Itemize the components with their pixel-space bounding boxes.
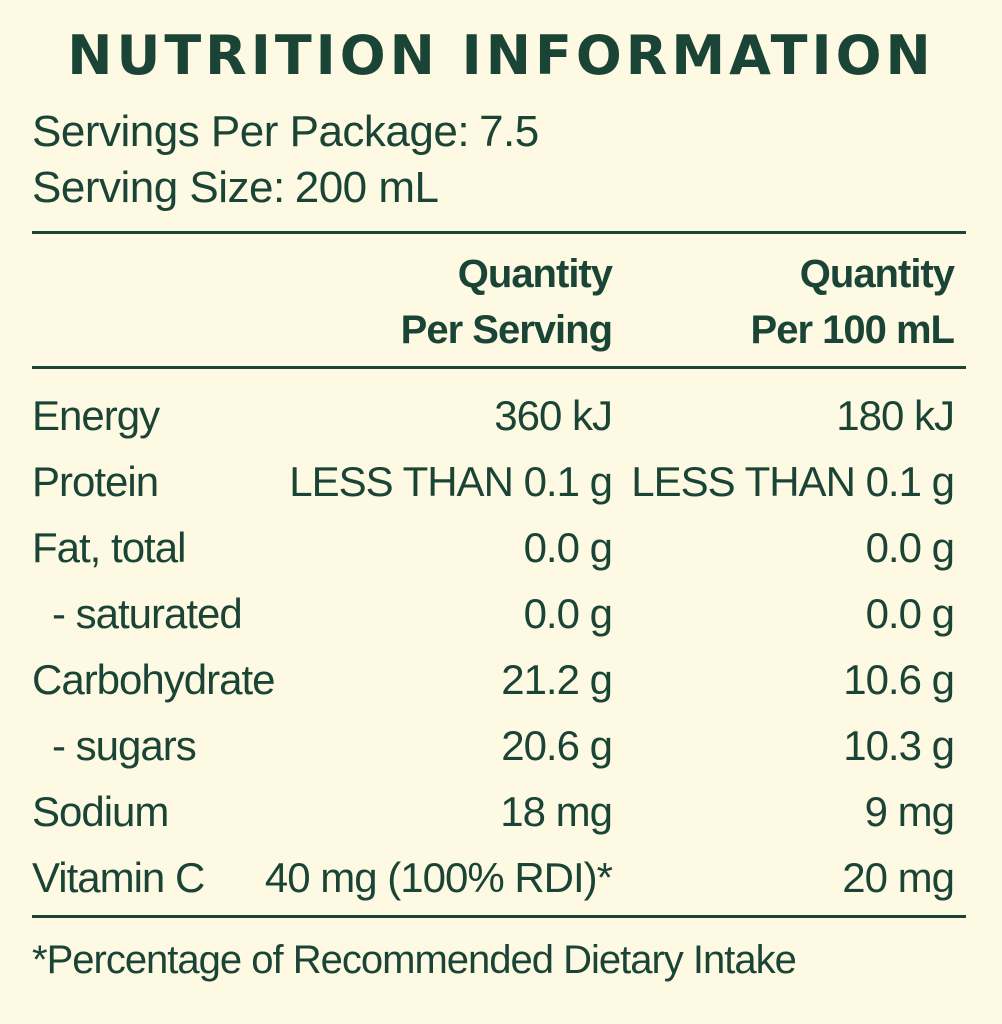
servings-per-package-value: 7.5 bbox=[479, 107, 539, 156]
per-100ml-value: 10.3 g bbox=[843, 722, 955, 769]
per-100ml-value: 0.0 g bbox=[865, 590, 955, 637]
per-serving-value: 0.0 g bbox=[523, 590, 613, 637]
servings-per-package-label: Servings Per Package: bbox=[32, 107, 470, 156]
nutrient-name: - sugars bbox=[52, 722, 197, 769]
per-serving-value: LESS THAN 0.1 g bbox=[289, 458, 613, 505]
column-header-per-serving-line2: Per Serving bbox=[400, 308, 613, 352]
nutrient-table: Energy 360 kJ 180 kJ Protein LESS THAN 0… bbox=[32, 383, 955, 911]
table-row-sugars: - sugars 20.6 g 10.3 g bbox=[32, 713, 955, 779]
footnote: *Percentage of Recommended Dietary Intak… bbox=[32, 938, 797, 982]
column-header-per-100ml-line2: Per 100 mL bbox=[750, 308, 955, 352]
serving-size-value: 200 mL bbox=[294, 163, 439, 212]
table-row-carbohydrate: Carbohydrate 21.2 g 10.6 g bbox=[32, 647, 955, 713]
per-serving-value: 21.2 g bbox=[501, 656, 613, 703]
serving-size-label: Serving Size: bbox=[32, 163, 285, 212]
per-serving-value: 360 kJ bbox=[494, 392, 613, 439]
bottom-divider bbox=[32, 915, 966, 918]
table-row-sodium: Sodium 18 mg 9 mg bbox=[32, 779, 955, 845]
per-100ml-value: 9 mg bbox=[864, 788, 955, 835]
table-row-fat-total: Fat, total 0.0 g 0.0 g bbox=[32, 515, 955, 581]
nutrient-name: Carbohydrate bbox=[32, 656, 275, 703]
table-row-protein: Protein LESS THAN 0.1 g LESS THAN 0.1 g bbox=[32, 449, 955, 515]
nutrient-name: Sodium bbox=[32, 788, 169, 835]
panel-title: NUTRITION INFORMATION bbox=[67, 24, 935, 87]
per-100ml-value: 0.0 g bbox=[865, 524, 955, 571]
serving-size: Serving Size: 200 mL bbox=[32, 162, 439, 214]
per-100ml-value: LESS THAN 0.1 g bbox=[631, 458, 955, 505]
per-serving-value: 18 mg bbox=[500, 788, 613, 835]
column-header-per-serving: Quantity Per Serving bbox=[400, 246, 613, 358]
per-100ml-value: 20 mg bbox=[842, 854, 955, 901]
column-header-per-100ml-line1: Quantity bbox=[799, 252, 955, 296]
nutrient-name: Fat, total bbox=[32, 524, 186, 571]
header-divider bbox=[32, 366, 966, 369]
top-divider bbox=[32, 231, 966, 234]
per-serving-value: 20.6 g bbox=[501, 722, 613, 769]
per-100ml-value: 180 kJ bbox=[836, 392, 955, 439]
nutrient-name: Energy bbox=[32, 392, 160, 439]
column-header-per-serving-line1: Quantity bbox=[457, 252, 613, 296]
nutrient-name: - saturated bbox=[52, 590, 243, 637]
per-serving-value: 0.0 g bbox=[523, 524, 613, 571]
column-header-per-100ml: Quantity Per 100 mL bbox=[750, 246, 955, 358]
table-row-saturated: - saturated 0.0 g 0.0 g bbox=[32, 581, 955, 647]
nutrient-name: Vitamin C bbox=[32, 854, 205, 901]
nutrient-name: Protein bbox=[32, 458, 159, 505]
per-100ml-value: 10.6 g bbox=[843, 656, 955, 703]
servings-per-package: Servings Per Package: 7.5 bbox=[32, 106, 539, 158]
per-serving-value: 40 mg (100% RDI)* bbox=[264, 854, 613, 901]
table-row-energy: Energy 360 kJ 180 kJ bbox=[32, 383, 955, 449]
table-row-vitamin-c: Vitamin C 40 mg (100% RDI)* 20 mg bbox=[32, 845, 955, 911]
